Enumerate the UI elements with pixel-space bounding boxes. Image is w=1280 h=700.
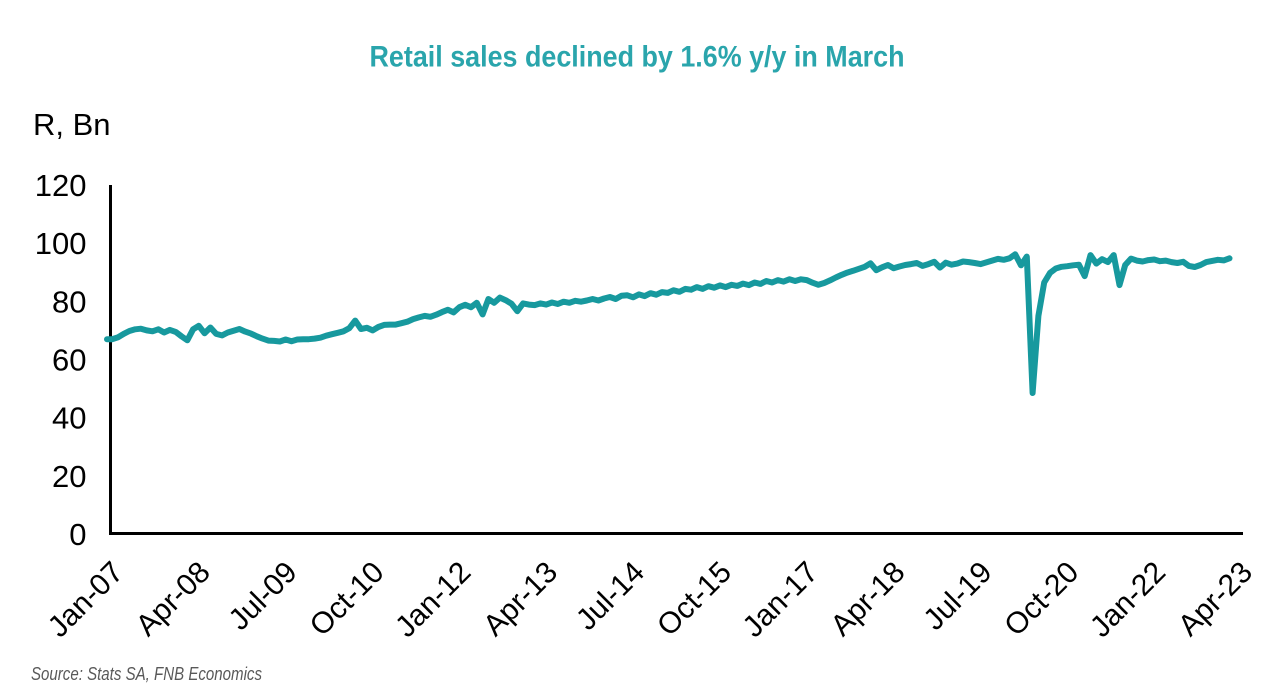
svg-text:0: 0 — [69, 517, 86, 552]
svg-text:60: 60 — [52, 343, 86, 378]
svg-text:40: 40 — [52, 401, 86, 436]
svg-text:R, Bn: R, Bn — [33, 107, 111, 142]
svg-text:Retail sales declined by 1.6%: Retail sales declined by 1.6% y/y in Mar… — [370, 41, 905, 74]
svg-text:Source: Stats SA, FNB Economic: Source: Stats SA, FNB Economics — [31, 664, 262, 684]
svg-text:80: 80 — [52, 284, 86, 319]
svg-text:100: 100 — [35, 226, 87, 261]
svg-text:20: 20 — [52, 459, 86, 494]
svg-text:120: 120 — [35, 168, 87, 203]
